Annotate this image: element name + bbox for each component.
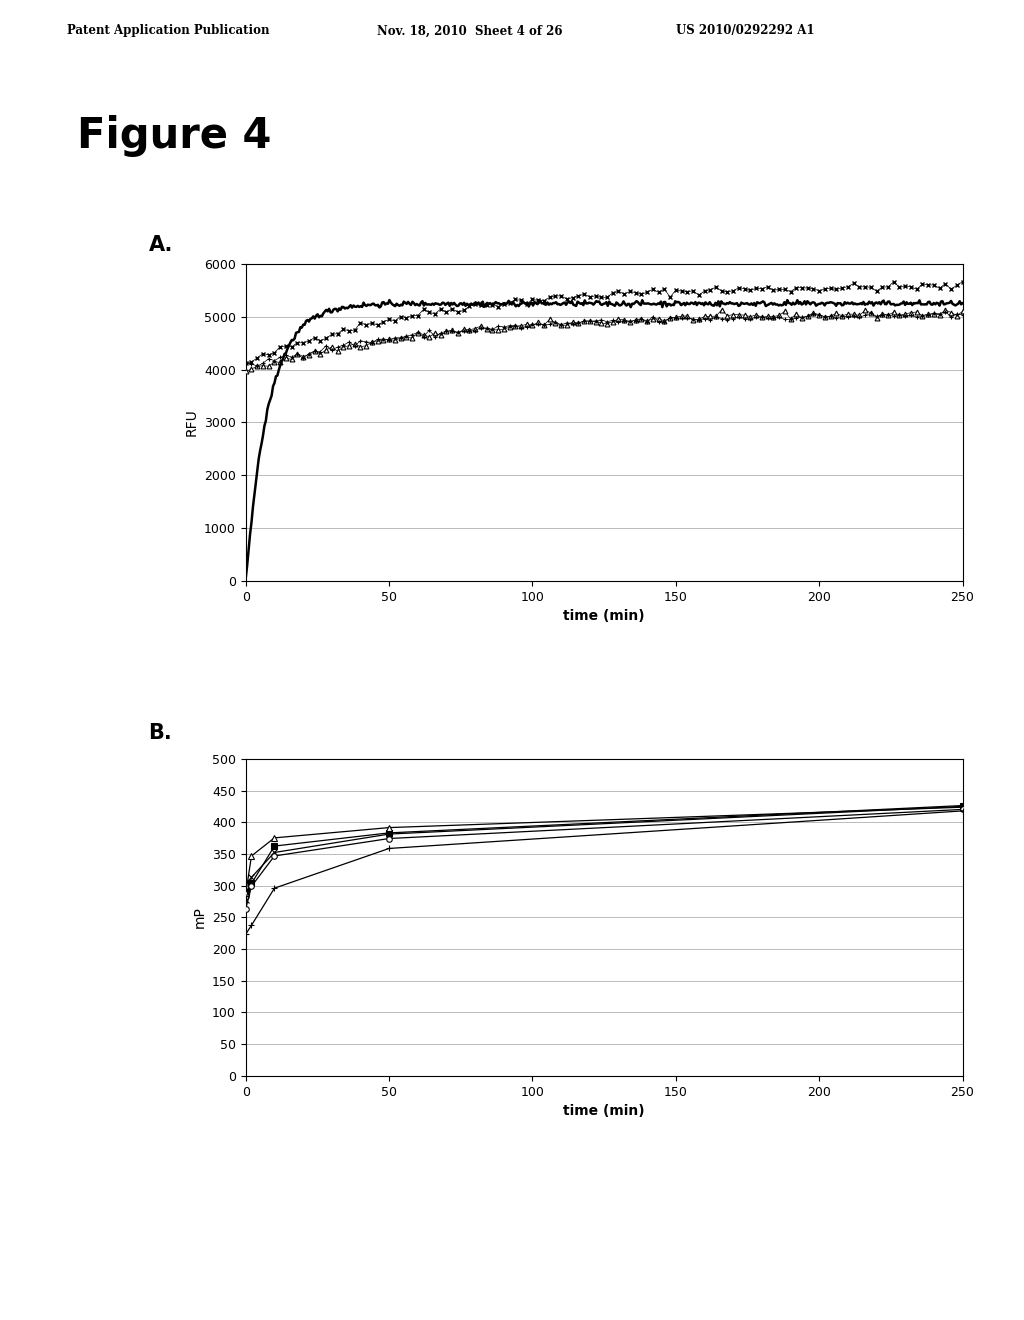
Text: A.: A. xyxy=(148,235,173,255)
Text: US 2010/0292292 A1: US 2010/0292292 A1 xyxy=(676,24,814,37)
Text: B.: B. xyxy=(148,723,172,743)
Y-axis label: RFU: RFU xyxy=(184,408,199,437)
X-axis label: time (min): time (min) xyxy=(563,1104,645,1118)
Text: Patent Application Publication: Patent Application Publication xyxy=(67,24,269,37)
Text: Nov. 18, 2010  Sheet 4 of 26: Nov. 18, 2010 Sheet 4 of 26 xyxy=(377,24,562,37)
Y-axis label: mP: mP xyxy=(193,907,207,928)
X-axis label: time (min): time (min) xyxy=(563,609,645,623)
Text: Figure 4: Figure 4 xyxy=(77,115,271,157)
